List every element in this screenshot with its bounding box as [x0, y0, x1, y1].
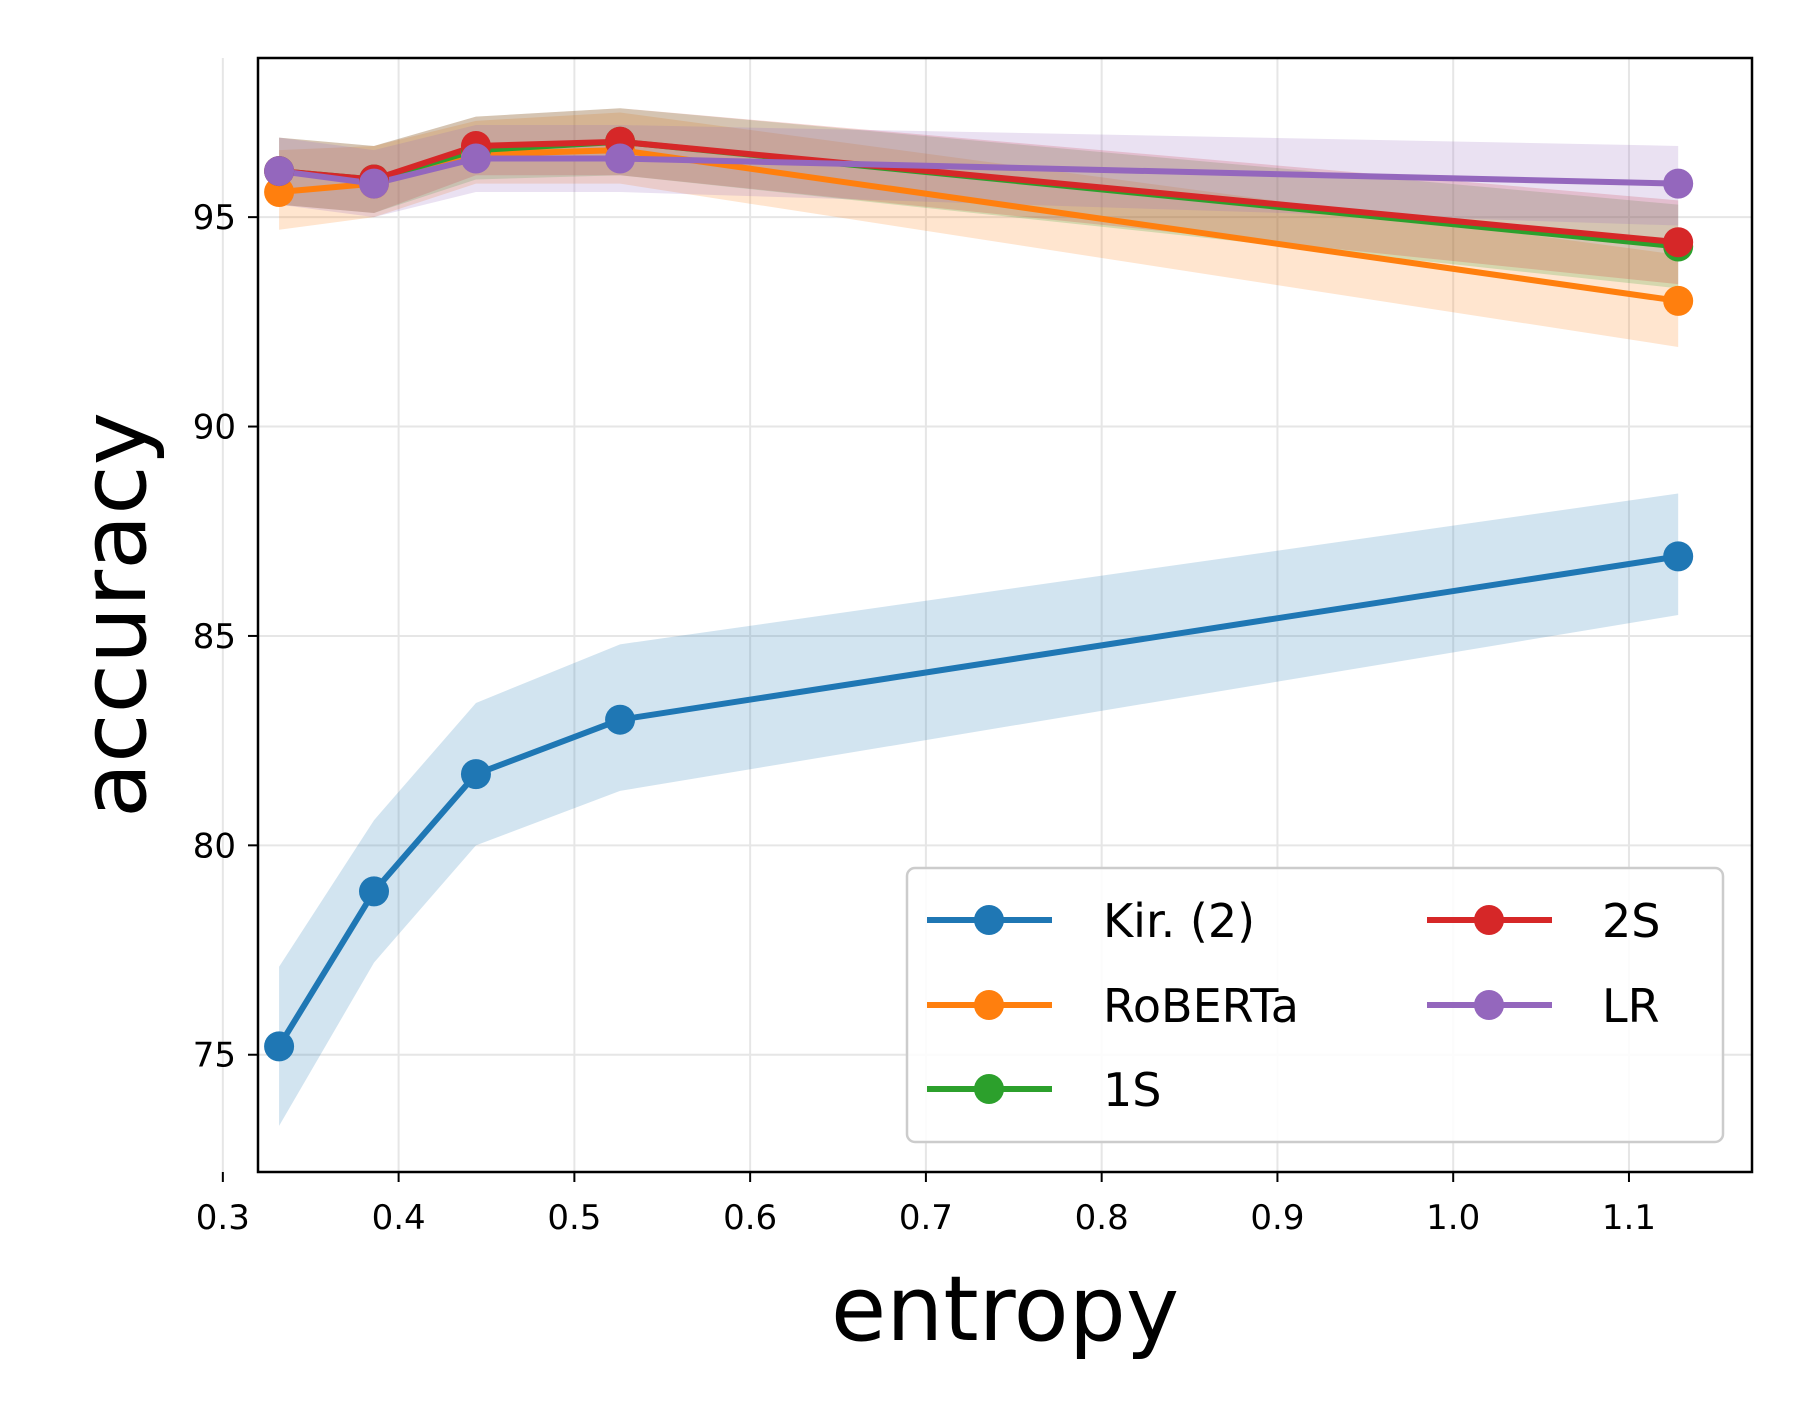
x-axis-title: entropy	[831, 1257, 1179, 1362]
point-roberta	[1663, 285, 1694, 316]
legend-box	[905, 866, 1725, 1144]
x-tick-label: 1.1	[1602, 1198, 1656, 1238]
series-markers	[264, 126, 1694, 1062]
point-2s	[1663, 227, 1694, 258]
legend-label-roberta: RoBERTa	[1103, 979, 1299, 1033]
y-tick-label: 95	[193, 198, 236, 238]
point-kir-2	[1663, 541, 1694, 572]
legend-label-kir-2: Kir. (2)	[1103, 894, 1255, 948]
y-tick-label: 75	[193, 1036, 236, 1076]
x-tick-label: 0.9	[1250, 1198, 1304, 1238]
x-tick-label: 0.3	[196, 1198, 250, 1238]
legend-label-1s: 1S	[1103, 1063, 1161, 1117]
x-tick-label: 0.7	[899, 1198, 953, 1238]
y-axis-ticks: 75 80 85 90 95	[193, 198, 258, 1076]
x-tick-label: 0.5	[547, 1198, 601, 1238]
y-tick-label: 85	[193, 617, 236, 657]
x-tick-label: 1.0	[1426, 1198, 1480, 1238]
x-tick-label: 0.6	[723, 1198, 777, 1238]
band-roberta	[279, 112, 1679, 347]
y-axis-title: accuracy	[62, 412, 167, 818]
legend-marker-roberta	[974, 990, 1004, 1020]
x-tick-label: 0.4	[372, 1198, 426, 1238]
legend: Kir. (2) RoBERTa 1S 2S LR	[905, 866, 1725, 1144]
legend-label-lr: LR	[1602, 979, 1660, 1033]
point-kir-2	[605, 704, 636, 735]
legend-label-2s: 2S	[1602, 894, 1660, 948]
point-roberta	[264, 177, 295, 208]
legend-marker-lr	[1474, 990, 1504, 1020]
legend-marker-kir-2	[974, 905, 1004, 935]
point-lr	[605, 143, 636, 174]
x-axis-ticks: 0.3 0.4 0.5 0.6 0.7 0.8 0.9 1.0 1.1	[196, 1172, 1656, 1238]
point-kir-2	[264, 1031, 295, 1062]
y-tick-label: 90	[193, 408, 236, 448]
legend-marker-1s	[974, 1074, 1004, 1104]
plot-frame	[256, 56, 1754, 1174]
point-kir-2	[460, 759, 491, 790]
point-lr	[460, 143, 491, 174]
y-tick-label: 80	[193, 826, 236, 866]
x-tick-label: 0.8	[1075, 1198, 1129, 1238]
band-kir-2	[279, 493, 1679, 1126]
point-kir-2	[359, 876, 390, 907]
point-lr	[264, 156, 295, 187]
point-lr	[359, 168, 390, 199]
point-lr	[1663, 168, 1694, 199]
legend-marker-2s	[1474, 905, 1504, 935]
